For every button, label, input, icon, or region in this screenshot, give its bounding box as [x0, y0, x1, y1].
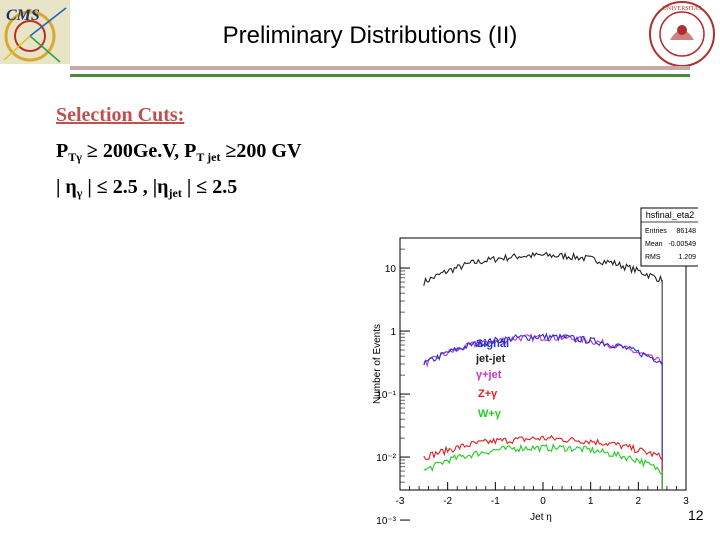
- series-line-jet-jet: [423, 251, 663, 286]
- university-seal: UNIVERSITAS: [649, 1, 715, 67]
- stats-value-rms: 1.209: [678, 254, 696, 261]
- page-number: 12: [688, 507, 704, 523]
- series-line-Signal: [423, 332, 663, 366]
- legend-gamma-jet: γ+jet: [476, 369, 502, 381]
- svg-text:UNIVERSITAS: UNIVERSITAS: [663, 6, 702, 12]
- legend-signal: Signal: [476, 338, 509, 350]
- legend-z-gamma: Z+γ: [478, 388, 498, 400]
- cms-logo: CMS: [0, 0, 70, 64]
- slide-title: Preliminary Distributions (II): [222, 22, 518, 49]
- title-divider: [70, 66, 690, 70]
- x-tick-label: 1: [588, 496, 594, 507]
- selection-pt-cut: PTγ ≥ 200Ge.V, PT jet ≥200 GV: [56, 140, 302, 164]
- plot-frame: [399, 237, 687, 491]
- y-tick-label: 10⁻²: [376, 453, 396, 464]
- selection-eta-cut: | ηγ | ≤ 2.5 , |ηjet | ≤ 2.5: [56, 176, 238, 200]
- x-tick-label: -2: [443, 496, 452, 507]
- legend-w-gamma: W+γ: [478, 408, 502, 420]
- stats-value-entries: 86148: [677, 228, 697, 235]
- legend-jet-jet: jet-jet: [475, 353, 506, 365]
- legend: Signal jet-jet γ+jet Z+γ W+γ: [475, 338, 509, 420]
- stats-label-rms: RMS: [645, 254, 661, 261]
- y-axis-label: Number of Events: [372, 324, 383, 404]
- svg-text:CMS: CMS: [6, 7, 40, 24]
- x-tick-label: 0: [540, 496, 546, 507]
- title-divider-green: [70, 74, 690, 77]
- selection-cuts-heading: Selection Cuts:: [56, 104, 185, 126]
- x-tick-label: -1: [491, 496, 500, 507]
- stats-title: hsfinal_eta2: [646, 210, 695, 220]
- stats-box: hsfinal_eta2 Entries 86148 Mean -0.00549…: [640, 207, 698, 267]
- y-tick-label: 10⁻¹: [376, 390, 396, 401]
- series-line-W+γ: [423, 443, 663, 475]
- y-tick-label: 10: [385, 264, 397, 275]
- stats-label-mean: Mean: [645, 241, 663, 248]
- x-tick-label: 2: [636, 496, 642, 507]
- stats-label-entries: Entries: [645, 228, 667, 235]
- x-axis-label: Jet η: [530, 512, 552, 523]
- stats-value-mean: -0.00549: [668, 241, 696, 248]
- series-line-γ+jet: [423, 333, 663, 368]
- jet-eta-plot: -3 -2 -1 0 1 2 3 10 1 10⁻¹ 10⁻² 10⁻³ Jet η Number o…: [372, 207, 698, 526]
- y-tick-label: 10⁻³: [376, 516, 396, 526]
- x-tick-label: -3: [396, 496, 405, 507]
- y-tick-label: 1: [390, 327, 396, 338]
- x-tick-label: 3: [683, 496, 689, 507]
- series-line-Z+γ: [423, 434, 663, 461]
